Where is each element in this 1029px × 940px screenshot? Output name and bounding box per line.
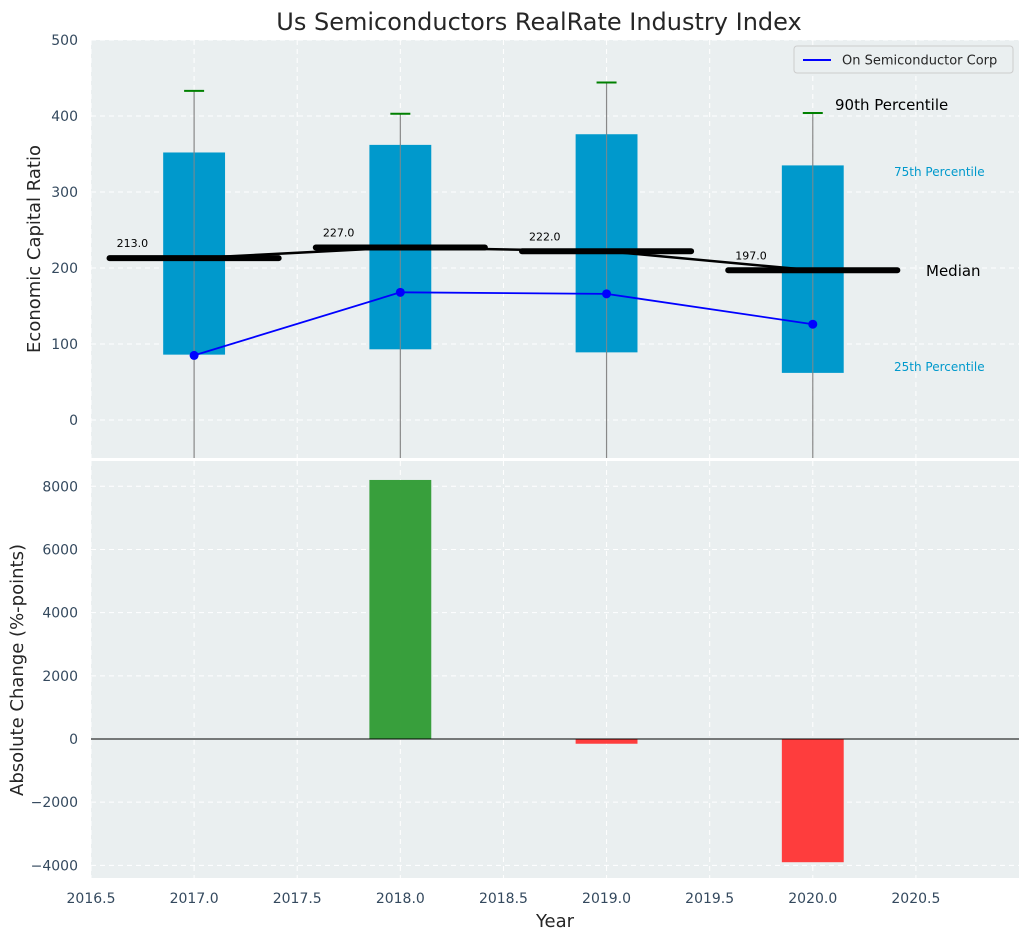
annotation-p75: 75th Percentile (894, 165, 985, 179)
series-line (193, 291, 813, 357)
top-y-tick-label: 400 (51, 109, 78, 125)
bottom-y-tick-label: 0 (69, 732, 78, 748)
top-y-tick-labels: 0 100 200 300 400 500 (51, 33, 78, 429)
bottom-plot-background (91, 461, 1019, 878)
bottom-y-tick-label: 4000 (42, 606, 78, 622)
annotation-median: Median (926, 262, 981, 280)
legend[interactable]: On Semiconductor Corp (793, 45, 1014, 74)
change-bar (781, 739, 844, 863)
median-value-label: 213.0 (117, 237, 149, 250)
bottom-y-tick-label: −2000 (31, 795, 78, 811)
x-tick-label: 2018.5 (479, 891, 528, 907)
bottom-y-tick-label: −4000 (31, 858, 78, 874)
top-y-tick-label: 500 (51, 33, 78, 49)
top-panel: 0 100 200 300 400 500 213.0 227.0 222.0 197.0 Ec… (24, 33, 1019, 458)
legend-entry-label: On Semiconductor Corp (842, 54, 997, 69)
series-point (395, 287, 405, 297)
series-point (189, 350, 199, 360)
x-tick-label: 2018.0 (376, 891, 425, 907)
series-point (602, 289, 612, 299)
bottom-y-tick-label: 8000 (42, 479, 78, 495)
change-bar (575, 739, 638, 744)
top-y-axis-label: Economic Capital Ratio (24, 145, 45, 353)
median-value-labels: 213.0 227.0 222.0 197.0 (117, 226, 767, 262)
top-y-tick-label: 200 (51, 261, 78, 277)
annotation-p25: 25th Percentile (894, 360, 985, 374)
annotation-p90: 90th Percentile (835, 96, 948, 114)
median-trend-line (194, 246, 813, 272)
bottom-y-tick-label: 2000 (42, 669, 78, 685)
x-axis-label: Year (535, 911, 575, 932)
top-y-tick-label: 300 (51, 185, 78, 201)
chart-title: Us Semiconductors RealRate Industry Inde… (276, 8, 801, 36)
x-tick-label: 2020.5 (891, 891, 940, 907)
median-value-label: 222.0 (529, 230, 561, 243)
x-tick-labels: 2016.5 2017.0 2017.5 2018.0 2018.5 2019.0 2019… (67, 891, 941, 907)
median-trend (106, 244, 901, 274)
median-value-label: 197.0 (735, 249, 767, 262)
bottom-y-axis-label: Absolute Change (%-points) (7, 544, 28, 796)
change-bars (369, 479, 844, 863)
bottom-panel: −4000 −2000 0 2000 4000 6000 8000 2016.5 2017.0… (7, 461, 1019, 932)
x-tick-label: 2020.0 (788, 891, 837, 907)
series-lines (189, 287, 818, 360)
x-tick-label: 2019.5 (685, 891, 734, 907)
x-tick-label: 2017.0 (170, 891, 219, 907)
bottom-y-tick-label: 6000 (42, 542, 78, 558)
median-value-label: 227.0 (323, 226, 355, 239)
top-y-tick-label: 100 (51, 337, 78, 353)
x-tick-label: 2016.5 (67, 891, 116, 907)
legend-box (793, 45, 1014, 74)
change-bar (369, 479, 432, 739)
x-tick-label: 2019.0 (582, 891, 631, 907)
bottom-y-tick-labels: −4000 −2000 0 2000 4000 6000 8000 (31, 479, 78, 874)
series-point (808, 319, 818, 329)
x-tick-label: 2017.5 (273, 891, 322, 907)
top-y-tick-label: 0 (69, 413, 78, 429)
